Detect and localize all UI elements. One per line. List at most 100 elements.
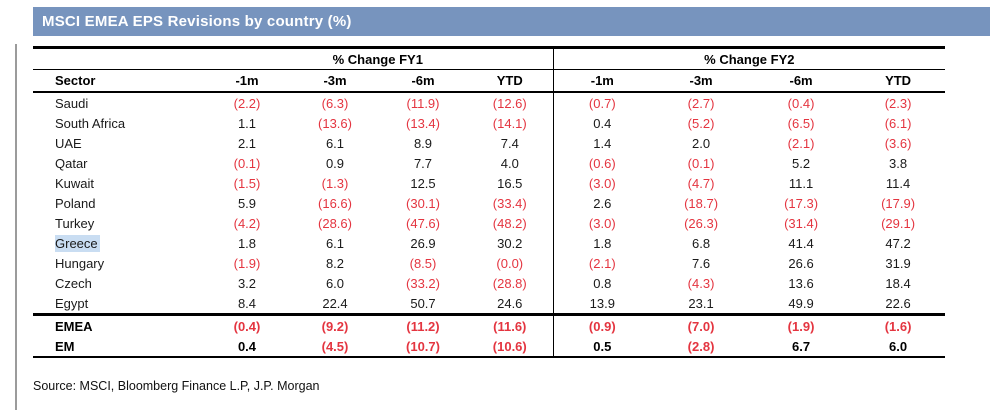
sector-label: UAE [55,135,82,151]
value-cell: 6.1 [325,135,345,151]
value-cell: (13.6) [318,115,352,131]
sector-label: EM [55,338,75,354]
sector-cell: Egypt [33,293,203,315]
sector-label: Poland [55,195,96,211]
column-header: YTD [467,69,554,93]
value-cell: (4.3) [687,275,715,291]
value-cell: 0.4 [552,113,652,133]
sector-cell: Greece [33,233,203,253]
value-cell: 6.0 [325,275,345,291]
value-cell: (14.1) [492,115,527,131]
group-header-row: % Change FY1 % Change FY2 [33,46,946,70]
value-cell: (11.6) [467,313,554,336]
value-cell: 22.4 [322,295,348,311]
value-cell: (2.1) [552,253,652,273]
value-cell: (48.2) [492,215,527,231]
table-row: UAE 2.1 6.1 8.9 7.4 1.4 2.0 (2.1) (3.6) [33,133,945,153]
value-cell: (9.2) [291,313,379,336]
sector-label: Egypt [55,295,89,311]
value-cell: (11.2) [379,313,467,336]
value-cell: 30.2 [497,235,523,251]
value-cell: (10.6) [467,336,554,358]
value-cell: (1.3) [321,175,349,191]
column-header-sector: Sector [33,69,203,93]
value-cell: (16.6) [318,195,352,211]
value-cell: 50.7 [410,295,436,311]
value-cell: 6.1 [325,235,345,251]
table-row: Egypt 8.4 22.4 50.7 24.6 13.9 23.1 49.9 22.6 [33,293,945,315]
value-cell: (3.0) [552,213,652,233]
value-cell: (33.2) [406,275,440,291]
sector-label: Qatar [55,155,88,171]
value-cell: 7.6 [692,255,711,271]
table-row: Turkey (4.2) (28.6) (47.6) (48.2) (3.0) (26.3)… [33,213,945,233]
value-cell: (4.7) [687,175,715,191]
sector-label: Greece [55,234,100,252]
value-cell: (1.9) [751,313,852,336]
value-cell: (6.3) [321,95,349,111]
value-cell: 49.9 [788,295,814,311]
value-cell: (2.1) [787,135,815,151]
table-row: Kuwait (1.5) (1.3) 12.5 16.5 (3.0) (4.7) 11.1 11… [33,173,945,193]
sector-cell: Hungary [33,253,203,273]
sector-label: Saudi [55,95,89,111]
value-cell: (2.3) [884,95,912,111]
column-header: -1m [552,69,652,93]
value-cell: 11.4 [885,175,911,191]
value-cell: 1.8 [552,233,652,253]
sector-label: Turkey [55,215,95,231]
value-cell: 8.2 [325,255,345,271]
value-cell: 0.4 [203,336,291,358]
value-cell: (47.6) [406,215,440,231]
value-cell: 12.5 [410,175,436,191]
table-row: Qatar (0.1) 0.9 7.7 4.0 (0.6) (0.1) 5.2 3.8 [33,153,945,173]
value-cell: (0.1) [687,155,715,171]
value-cell: 41.4 [788,235,814,251]
value-cell: 26.9 [410,235,436,251]
value-cell: 8.4 [237,295,257,311]
sector-label: Czech [55,275,92,291]
value-cell: (8.5) [409,255,437,271]
column-header: YTD [851,69,946,93]
value-cell: (0.1) [233,155,261,171]
value-cell: 26.6 [788,255,814,271]
table-row: EMEA (0.4) (9.2) (11.2) (11.6) (0.9) (7.0) (1.9… [33,313,946,336]
value-cell: (5.2) [687,115,715,131]
value-cell: (33.4) [492,195,527,211]
sector-cell: Kuwait [33,173,203,193]
value-cell: 22.6 [885,295,911,311]
value-cell: (6.5) [787,115,815,131]
left-margin-rule [15,44,17,410]
value-cell: (2.8) [651,336,752,358]
column-header: -1m [203,69,291,93]
value-cell: (13.4) [406,115,440,131]
value-cell: (2.7) [687,95,715,111]
value-cell: (1.6) [851,313,946,336]
value-cell: (3.0) [552,173,652,193]
page-title: MSCI EMEA EPS Revisions by country (%) [42,13,352,30]
value-cell: (1.5) [233,175,261,191]
value-cell: (12.6) [492,95,527,111]
value-cell: 6.7 [751,336,852,358]
value-cell: (0.6) [552,153,652,173]
value-cell: 0.5 [552,336,652,358]
sector-label: Hungary [55,255,105,271]
value-cell: 2.0 [692,135,711,151]
eps-revisions-table: % Change FY1 % Change FY2 Sector -1m -3m… [33,46,946,358]
value-cell: (4.5) [291,336,379,358]
column-header: -6m [379,69,467,93]
value-cell: 8.9 [413,135,433,151]
table-row: South Africa 1.1 (13.6) (13.4) (14.1) 0.4 (5.2… [33,113,945,133]
column-header: -3m [651,69,752,93]
sector-cell: EM [33,336,203,358]
table-row: Czech 3.2 6.0 (33.2) (28.8) 0.8 (4.3) 13.6 18.4 [33,273,945,293]
value-cell: 6.8 [692,235,711,251]
sector-cell: Czech [33,273,203,293]
value-cell: (17.9) [881,195,916,211]
value-cell: 6.0 [851,336,946,358]
value-cell: 24.6 [497,295,523,311]
value-cell: 3.2 [237,275,257,291]
value-cell: (0.4) [203,313,291,336]
table-row: Poland 5.9 (16.6) (30.1) (33.4) 2.6 (18.7) (17.… [33,193,945,213]
